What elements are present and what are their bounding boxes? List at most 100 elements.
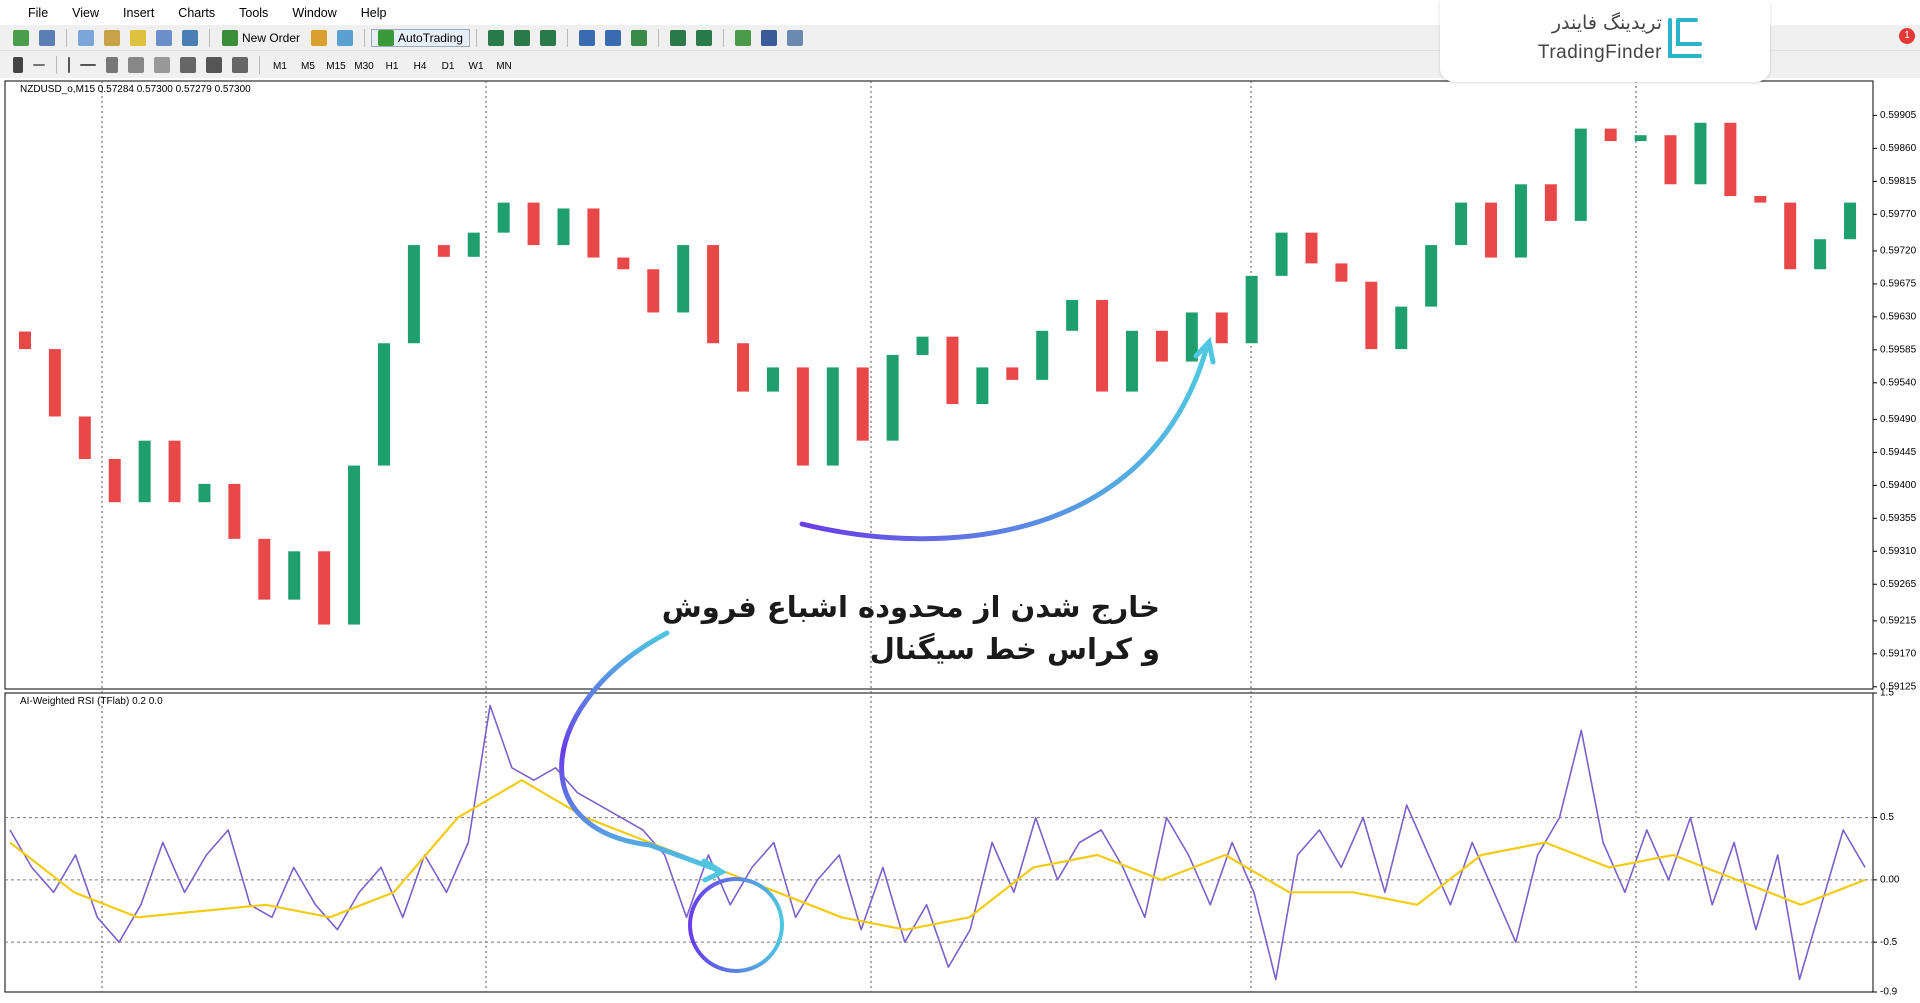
icon — [604, 29, 621, 46]
candle — [1155, 330, 1168, 362]
icon — [760, 29, 777, 46]
icon — [734, 29, 751, 46]
timeframe-button[interactable]: W1 — [468, 60, 484, 72]
candle — [407, 245, 420, 344]
icon — [669, 29, 686, 46]
candle — [1245, 275, 1258, 344]
candle — [138, 440, 151, 503]
timeframe-button[interactable]: H4 — [413, 60, 427, 72]
candle — [1544, 184, 1557, 221]
candle — [737, 343, 750, 392]
candle — [1215, 312, 1228, 344]
candle — [108, 458, 121, 503]
icon — [337, 29, 354, 46]
candle — [318, 551, 331, 625]
timeframe-button[interactable]: MN — [496, 60, 512, 72]
button-label: New Order — [242, 30, 301, 45]
candle — [647, 269, 660, 313]
icon — [182, 29, 198, 46]
candle — [1694, 122, 1707, 185]
indicator-panel — [4, 692, 1874, 993]
candle — [1096, 300, 1109, 392]
icon — [695, 29, 712, 46]
candle — [886, 354, 899, 441]
notification-badge[interactable]: 1 — [1899, 28, 1915, 44]
candle — [1185, 312, 1198, 362]
candle — [1604, 128, 1617, 142]
icon — [232, 56, 248, 73]
icon — [13, 56, 23, 73]
icon — [39, 29, 55, 46]
timeframe-button[interactable]: M5 — [301, 60, 315, 72]
arrow — [559, 630, 721, 873]
timeframe-button[interactable]: D1 — [441, 60, 455, 72]
candle — [1275, 232, 1288, 276]
y-tick-label: 0.59770 — [1880, 209, 1917, 220]
icon — [68, 56, 70, 73]
menu-item[interactable]: Charts — [178, 5, 216, 20]
menu-item[interactable]: Help — [360, 5, 387, 20]
candle — [527, 202, 540, 246]
candle — [348, 465, 361, 625]
candle — [258, 538, 271, 600]
logo-text-en: TradingFinder — [1537, 42, 1662, 63]
menu-item[interactable]: Insert — [123, 5, 155, 20]
icon — [154, 56, 170, 73]
y-tick-label: 0.59265 — [1880, 579, 1917, 590]
y-tick-label: 0.59215 — [1880, 616, 1917, 627]
timeframe-button[interactable]: M30 — [354, 60, 374, 72]
autotrading-button[interactable]: AutoTrading — [371, 28, 470, 47]
indicator-line — [9, 704, 1866, 981]
candle — [1814, 239, 1827, 270]
main-panel — [4, 80, 1874, 690]
candle — [587, 208, 600, 258]
y-tick-label: 0.59445 — [1880, 447, 1917, 458]
icon — [786, 29, 803, 46]
timeframe-button[interactable]: M1 — [273, 60, 287, 72]
candle — [1514, 184, 1527, 258]
y-tick-label: 0.59125 — [1880, 681, 1917, 692]
y-tick-label: 0.59170 — [1880, 648, 1917, 659]
candle — [1574, 128, 1587, 221]
candle — [1754, 196, 1767, 203]
timeframe-button[interactable]: M15 — [326, 60, 346, 72]
logo-icon — [1668, 18, 1702, 58]
candle — [1724, 122, 1737, 197]
candle — [796, 367, 809, 466]
annotation-line: و کراس خط سیگنال — [869, 632, 1160, 666]
candle — [1036, 330, 1049, 380]
highlight-circle — [688, 877, 784, 973]
icon — [539, 29, 556, 46]
icon — [311, 29, 328, 46]
candle — [18, 331, 31, 350]
indicator-line — [9, 779, 1866, 931]
candle — [1125, 330, 1138, 392]
candle — [946, 336, 959, 405]
candle — [677, 245, 690, 313]
icon — [630, 29, 647, 46]
arrow-head — [701, 858, 728, 883]
icon — [130, 29, 146, 46]
candle — [198, 483, 211, 503]
menu-item[interactable]: File — [28, 5, 49, 20]
logo: تریدینگ فایندر TradingFinder — [1440, 0, 1770, 82]
y-tick-label: 1.5 — [1880, 688, 1894, 699]
candle — [228, 483, 241, 539]
new-order-button[interactable]: New Order — [216, 29, 306, 46]
menu-item[interactable]: Tools — [239, 5, 269, 20]
candle — [856, 367, 869, 441]
candle — [1425, 245, 1438, 307]
indicator-header: AI-Weighted RSI (TFlab) 0.2 0.0 — [20, 696, 163, 707]
button-label: AutoTrading — [398, 30, 463, 45]
menu-item[interactable]: View — [72, 5, 100, 20]
candle — [766, 367, 779, 392]
candle — [288, 551, 301, 600]
timeframe-button[interactable]: H1 — [385, 60, 399, 72]
menu-item[interactable]: Window — [292, 5, 337, 20]
candle — [377, 343, 390, 466]
icon — [513, 29, 530, 46]
chart-background — [0, 78, 1920, 1003]
candle — [467, 232, 480, 257]
annotation: خارج شدن از محدوده اشباع فروش و کراس خط … — [662, 586, 1160, 670]
